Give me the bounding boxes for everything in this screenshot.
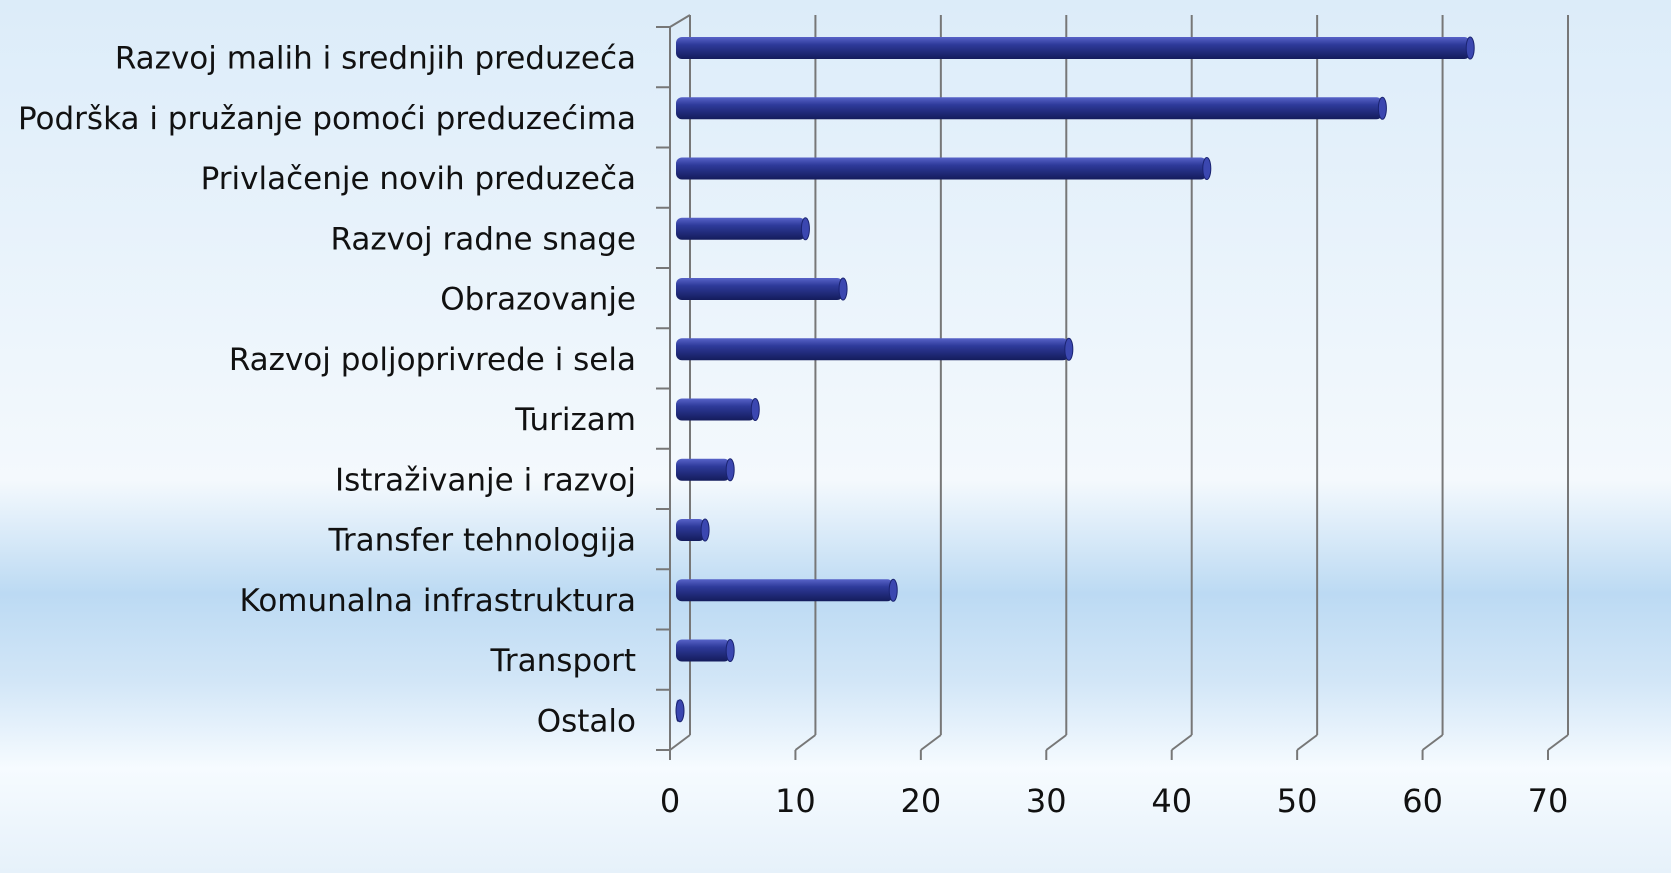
y-tick-label: Ostalo [537, 703, 636, 739]
x-tick-label: 20 [900, 782, 941, 820]
bar [676, 579, 894, 602]
bar-cap [1377, 96, 1387, 120]
x-tick-label: 60 [1402, 782, 1443, 820]
y-tick-label: Privlačenje novih preduzeča [201, 161, 636, 197]
y-tick-label: Istraživanje i razvoj [335, 462, 636, 498]
y-tick-label: Razvoj malih i srednjih preduzeća [115, 41, 636, 77]
grid-line [1171, 734, 1193, 751]
bar-cap [725, 639, 735, 662]
bar [676, 458, 731, 481]
bar-cap [725, 458, 735, 482]
grid-line [1547, 734, 1569, 751]
grid-line [669, 734, 691, 751]
bar-cap [838, 277, 848, 301]
x-tick-label: 40 [1151, 782, 1192, 820]
bar-cap [750, 398, 760, 421]
bar [676, 37, 1471, 59]
bar-cap [888, 578, 898, 602]
bar [676, 157, 1207, 180]
grid-line [1045, 734, 1067, 751]
x-tick-label: 70 [1528, 782, 1569, 820]
y-tick-label: Razvoj radne snage [331, 221, 636, 257]
y-tick-label: Razvoj poljoprivrede i sela [229, 342, 636, 378]
y-tick-label: Komunalna infrastruktura [240, 583, 636, 619]
x-tick-label: 10 [775, 782, 816, 820]
bar-cap [800, 217, 810, 241]
bar-cap [675, 699, 685, 723]
bar [676, 519, 706, 541]
x-tick-label: 30 [1026, 782, 1067, 820]
bar-cap [1064, 337, 1074, 361]
grid-line [794, 734, 817, 751]
grid-line [1421, 734, 1444, 751]
grid-line [920, 734, 942, 751]
bar-cap [1202, 157, 1212, 180]
y-tick-label: Transfer tehnologija [328, 523, 636, 559]
bar [676, 639, 731, 662]
y-tick-label: Turizam [514, 402, 636, 438]
y-tick-label: Podrška i pružanje pomoći preduzećima [18, 101, 636, 137]
x-tick-label: 0 [660, 782, 680, 820]
bar [676, 398, 756, 421]
axis-edge [669, 14, 691, 28]
bar [676, 217, 806, 240]
bar [676, 278, 844, 300]
grid-line [1296, 734, 1318, 751]
bar-cap [1465, 36, 1475, 60]
bar [676, 97, 1383, 120]
x-tick-label: 50 [1277, 782, 1318, 820]
y-tick-label: Obrazovanje [440, 282, 636, 318]
bar-cap [700, 518, 710, 542]
bar [676, 338, 1069, 361]
y-tick-label: Transport [490, 643, 636, 679]
